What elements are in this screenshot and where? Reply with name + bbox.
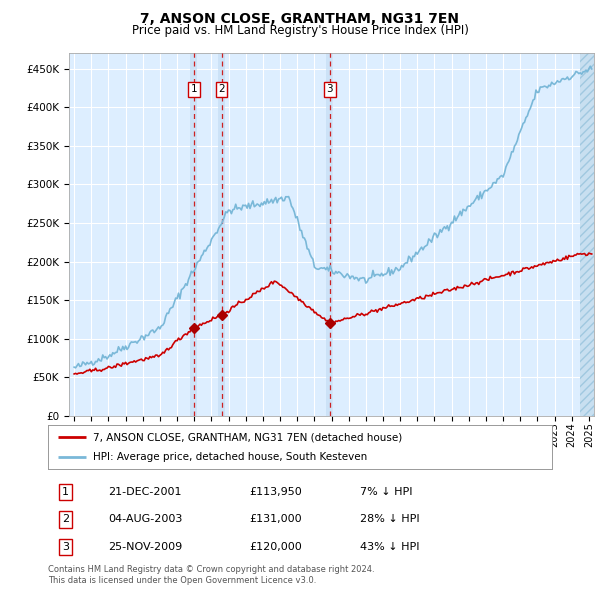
Text: 25-NOV-2009: 25-NOV-2009 (109, 542, 183, 552)
Text: 7% ↓ HPI: 7% ↓ HPI (361, 487, 413, 497)
Text: 1: 1 (190, 84, 197, 94)
Text: 04-AUG-2003: 04-AUG-2003 (109, 514, 183, 525)
Text: Contains HM Land Registry data © Crown copyright and database right 2024.: Contains HM Land Registry data © Crown c… (48, 565, 374, 574)
Text: 2: 2 (62, 514, 69, 525)
Bar (218, 53, 225, 416)
Text: Price paid vs. HM Land Registry's House Price Index (HPI): Price paid vs. HM Land Registry's House … (131, 24, 469, 37)
Text: 21-DEC-2001: 21-DEC-2001 (109, 487, 182, 497)
Bar (326, 53, 333, 416)
Text: £131,000: £131,000 (250, 514, 302, 525)
Text: 7, ANSON CLOSE, GRANTHAM, NG31 7EN (detached house): 7, ANSON CLOSE, GRANTHAM, NG31 7EN (deta… (94, 432, 403, 442)
Text: 7, ANSON CLOSE, GRANTHAM, NG31 7EN: 7, ANSON CLOSE, GRANTHAM, NG31 7EN (140, 12, 460, 26)
Text: HPI: Average price, detached house, South Kesteven: HPI: Average price, detached house, Sout… (94, 452, 368, 461)
Text: £120,000: £120,000 (250, 542, 302, 552)
Text: 3: 3 (326, 84, 333, 94)
Text: 43% ↓ HPI: 43% ↓ HPI (361, 542, 420, 552)
Text: 28% ↓ HPI: 28% ↓ HPI (361, 514, 420, 525)
Text: 3: 3 (62, 542, 69, 552)
Text: £113,950: £113,950 (250, 487, 302, 497)
Text: This data is licensed under the Open Government Licence v3.0.: This data is licensed under the Open Gov… (48, 576, 316, 585)
Text: 2: 2 (218, 84, 225, 94)
Text: 1: 1 (62, 487, 69, 497)
Bar (190, 53, 197, 416)
Bar (580, 53, 600, 416)
